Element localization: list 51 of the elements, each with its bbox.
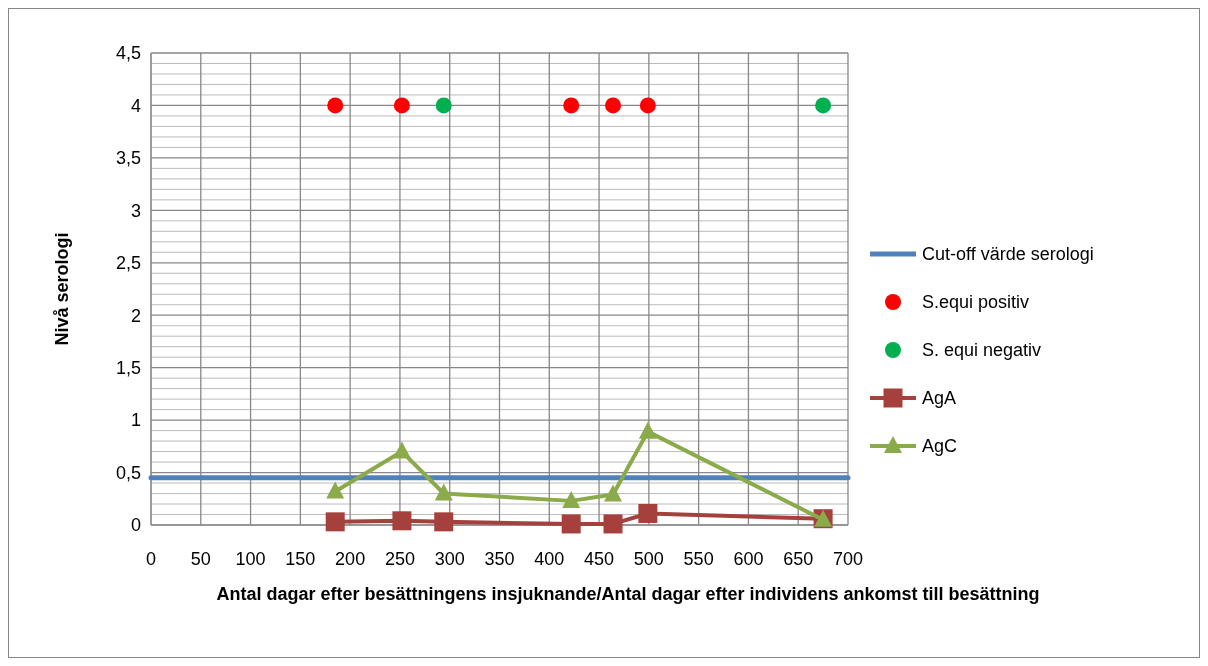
x-axis-title: Antal dagar efter besättningens insjuknande/Antal dagar efter individens ankomst till besättning (215, 583, 1041, 606)
point (327, 97, 344, 114)
point (562, 490, 581, 508)
point (638, 421, 657, 439)
y-tick-label: 1,5 (115, 357, 141, 378)
legend-label: AgA (922, 388, 957, 409)
legend-label: Cut-off värde serologi (922, 244, 1094, 265)
x-tick-label: 300 (434, 549, 465, 569)
point (561, 514, 581, 534)
point (392, 441, 411, 459)
x-tick-label: 350 (484, 549, 515, 569)
x-tick-label: 700 (832, 549, 864, 569)
x-tick-label: 600 (733, 549, 764, 569)
y-tick-label: 3,5 (115, 148, 141, 169)
y-tick-label: 4 (130, 95, 141, 116)
point (603, 514, 623, 534)
y-tick-label: 0 (130, 515, 141, 536)
legend-label: AgC (922, 436, 958, 457)
point (639, 97, 656, 114)
point (434, 483, 453, 501)
y-tick-label: 3 (130, 200, 141, 221)
point (563, 97, 580, 114)
x-tick-label: 0 (145, 549, 157, 569)
x-tick-label: 550 (683, 549, 714, 569)
x-tick-label: 500 (633, 549, 664, 569)
point (435, 97, 452, 114)
x-tick-label: 250 (384, 549, 415, 569)
x-tick-label: 150 (285, 549, 316, 569)
point (434, 512, 454, 532)
point (605, 97, 622, 114)
point (815, 97, 832, 114)
y-tick-label: 0,5 (115, 462, 141, 483)
x-tick-label: 100 (235, 549, 266, 569)
y-tick-label: 2 (130, 305, 141, 326)
x-tick-label: 200 (335, 549, 366, 569)
point (604, 484, 623, 502)
legend-label: S.equi positiv (922, 292, 1030, 313)
point (392, 511, 412, 531)
x-tick-label: 400 (534, 549, 565, 569)
point (326, 481, 345, 499)
y-tick-label: 1 (130, 410, 141, 431)
point (638, 503, 658, 523)
legend-label: S. equi negativ (922, 340, 1042, 361)
x-tick-label: 450 (584, 549, 615, 569)
y-axis-title: Nivå serologi (52, 232, 72, 346)
point (325, 512, 345, 532)
x-tick-label: 650 (783, 549, 814, 569)
x-tick-label: 50 (190, 549, 211, 569)
y-tick-label: 4,5 (115, 43, 141, 64)
y-tick-label: 2,5 (115, 253, 141, 274)
point (393, 97, 410, 114)
